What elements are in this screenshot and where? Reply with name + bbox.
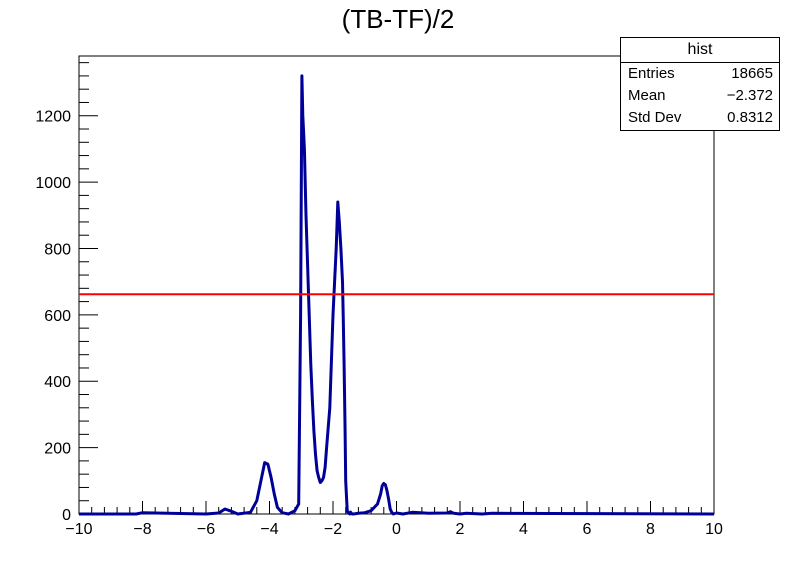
y-tick-label: 400 bbox=[44, 374, 71, 391]
x-tick-label: −2 bbox=[324, 521, 342, 538]
stats-value: 18665 bbox=[731, 65, 773, 82]
stats-value: 0.8312 bbox=[727, 109, 773, 126]
y-tick-label: 200 bbox=[44, 441, 71, 458]
stats-row-mean: Mean −2.372 bbox=[621, 85, 779, 107]
stats-value: −2.372 bbox=[726, 87, 773, 104]
x-tick-label: 10 bbox=[705, 521, 723, 538]
stats-row-entries: Entries 18665 bbox=[621, 63, 779, 85]
stats-box: hist Entries 18665 Mean −2.372 Std Dev 0… bbox=[620, 37, 780, 131]
stats-label: Entries bbox=[628, 65, 675, 82]
stats-label: Mean bbox=[628, 87, 666, 104]
series-group bbox=[79, 74, 715, 516]
stats-label: Std Dev bbox=[628, 109, 682, 126]
y-tick-label: 1000 bbox=[35, 175, 71, 192]
y-tick-label: 0 bbox=[62, 507, 71, 524]
x-tick-label: 4 bbox=[519, 521, 528, 538]
stats-row-stddev: Std Dev 0.8312 bbox=[621, 107, 779, 129]
y-tick-label: 1200 bbox=[35, 109, 71, 126]
tick-labels: −10 −8 −6 −4 −2 0 2 4 6 8 10 0 200 400 600 800 1000 1200 bbox=[35, 109, 723, 538]
x-tick-label: 0 bbox=[392, 521, 401, 538]
plot-frame bbox=[78, 55, 715, 515]
stats-header: hist bbox=[621, 38, 779, 63]
x-tick-label: 6 bbox=[583, 521, 592, 538]
y-tick-label: 800 bbox=[44, 241, 71, 258]
axis-ticks bbox=[78, 62, 715, 515]
x-tick-label: 2 bbox=[456, 521, 465, 538]
chart-title: (TB-TF)/2 bbox=[341, 4, 455, 34]
x-tick-label: 8 bbox=[646, 521, 655, 538]
y-tick-label: 600 bbox=[44, 308, 71, 325]
x-tick-label: −6 bbox=[197, 521, 215, 538]
x-tick-label: −10 bbox=[65, 521, 92, 538]
x-tick-label: −8 bbox=[133, 521, 151, 538]
histogram-line bbox=[79, 74, 715, 516]
x-tick-label: −4 bbox=[260, 521, 278, 538]
